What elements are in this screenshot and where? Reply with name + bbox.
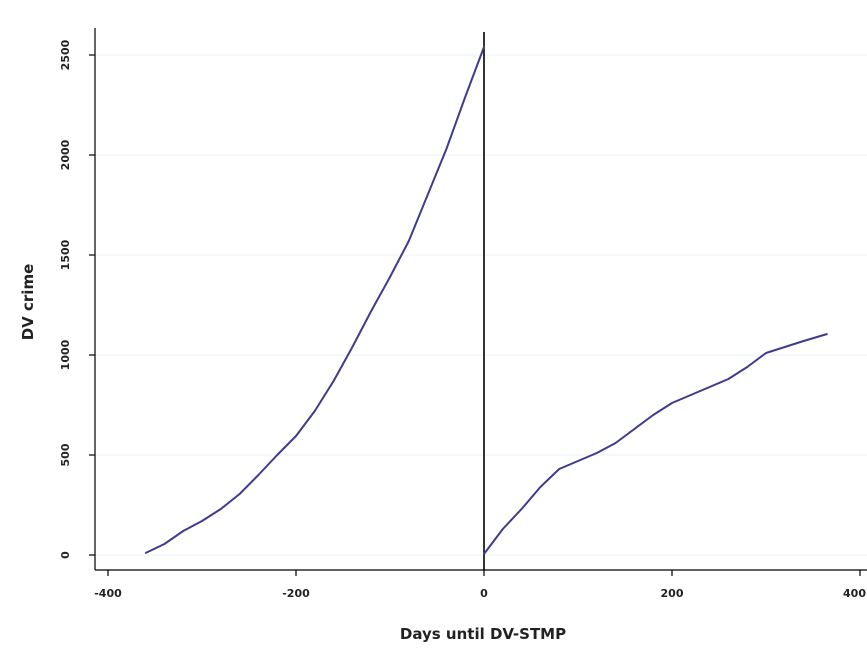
data-point <box>765 352 767 354</box>
data-point <box>332 380 335 382</box>
data-point <box>652 414 654 416</box>
data-point <box>671 402 673 404</box>
data-point <box>558 468 560 470</box>
x-axis-title: Days until DV-STMP <box>400 625 566 643</box>
data-point <box>445 148 448 150</box>
data-point <box>520 508 523 510</box>
data-point <box>784 346 786 348</box>
y-tick-label: 0 <box>59 551 72 559</box>
data-point <box>596 452 598 454</box>
data-point <box>746 366 748 368</box>
series-line-after <box>483 333 828 555</box>
data-point <box>220 508 222 510</box>
y-axis-ticks: 0 500 1000 1500 2000 2500 <box>59 39 95 559</box>
gridlines <box>95 54 867 556</box>
x-tick-label: 400 <box>843 587 866 600</box>
data-point <box>502 528 504 530</box>
data-point <box>238 493 241 495</box>
data-point <box>708 386 711 388</box>
data-point <box>257 474 260 476</box>
data-point <box>408 240 410 242</box>
y-tick-label: 500 <box>59 443 72 466</box>
y-tick-label: 1500 <box>59 239 72 270</box>
x-tick-label: 200 <box>661 587 684 600</box>
data-point <box>802 340 805 342</box>
data-point <box>351 346 354 348</box>
data-point <box>614 442 617 444</box>
data-point <box>690 394 692 396</box>
y-tick-label: 2000 <box>59 139 72 170</box>
data-point <box>389 276 391 278</box>
y-tick-label: 2500 <box>59 39 72 70</box>
data-point <box>426 194 429 196</box>
data-point <box>182 530 184 532</box>
x-tick-label: -200 <box>282 587 310 600</box>
x-axis-ticks: -400 -200 0 200 400 <box>94 570 866 600</box>
data-point <box>483 46 485 48</box>
data-point <box>295 435 297 437</box>
x-tick-label: -400 <box>94 587 122 600</box>
data-point <box>276 454 279 456</box>
data-point <box>633 428 636 430</box>
series-group <box>144 32 828 570</box>
data-point <box>727 378 730 380</box>
x-tick-label: 0 <box>480 587 488 600</box>
data-point <box>464 96 467 98</box>
y-axis-title: DV crime <box>19 264 37 341</box>
data-point <box>314 410 316 412</box>
data-point <box>577 460 579 462</box>
data-point <box>483 553 485 555</box>
data-point <box>539 486 542 488</box>
data-point <box>370 310 373 312</box>
data-point <box>826 333 828 335</box>
series-line-before <box>145 46 485 554</box>
data-point <box>201 520 203 522</box>
y-tick-label: 1000 <box>59 339 72 370</box>
axes <box>94 28 867 571</box>
data-point <box>163 543 166 545</box>
data-point <box>144 552 147 554</box>
